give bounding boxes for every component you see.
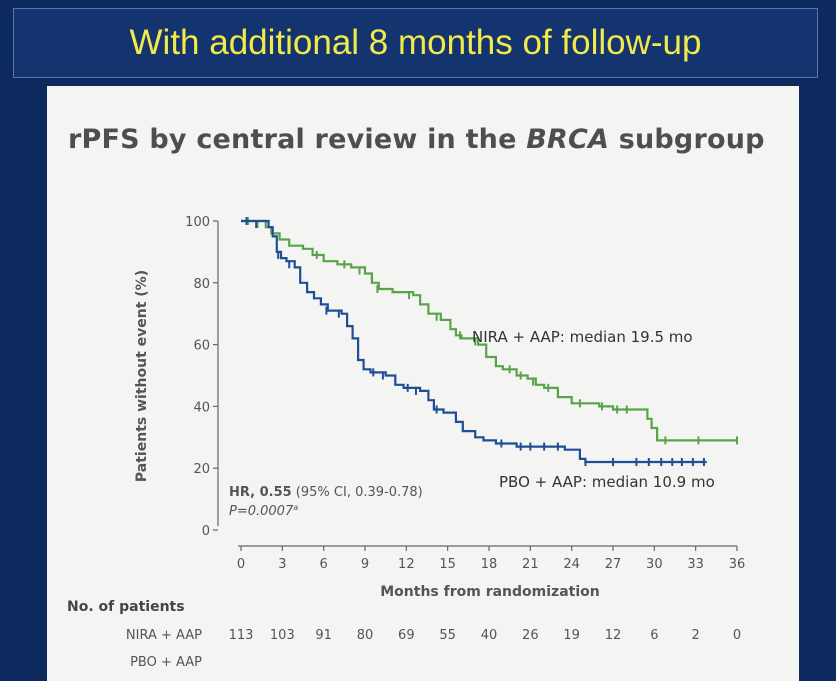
risk-value: 91 (315, 628, 332, 643)
banner-title: With additional 8 months of follow-up (129, 23, 702, 62)
hr-ci: (95% CI, 0.39-0.78) (292, 485, 423, 500)
x-tick-label-12: 12 (398, 557, 415, 572)
x-tick-label-30: 30 (646, 557, 663, 572)
risk-value: 6 (650, 628, 658, 643)
y-tick-label-80: 80 (193, 277, 210, 292)
p-value: P=0.0007 (229, 504, 294, 519)
series-line-pbo (241, 219, 707, 464)
risk-value: 55 (439, 628, 456, 643)
y-tick-label-40: 40 (193, 400, 210, 415)
slide-banner: With additional 8 months of follow-up (13, 8, 818, 78)
hr-annotation: HR, 0.55 (95% CI, 0.39-0.78) (229, 485, 423, 500)
x-tick-label-0: 0 (237, 557, 245, 572)
hr-value: HR, 0.55 (229, 485, 292, 500)
risk-value: 0 (733, 628, 741, 643)
chart-title: rPFS by central review in the BRCA subgr… (68, 124, 765, 155)
y-tick-label-20: 20 (193, 462, 210, 477)
x-tick-label-21: 21 (522, 557, 539, 572)
risk-value: 19 (563, 628, 580, 643)
p-note: a (293, 503, 298, 512)
y-tick-label-100: 100 (185, 215, 210, 230)
p-annotation: P=0.0007a (229, 503, 298, 519)
series-label-nira: NIRA + AAP: median 19.5 mo (472, 328, 693, 346)
x-tick-label-6: 6 (320, 557, 328, 572)
x-tick-label-18: 18 (481, 557, 498, 572)
risk-value: 12 (605, 628, 622, 643)
y-axis-label: Patients without event (%) (134, 270, 150, 482)
risk-row-label: PBO + AAP (130, 655, 202, 670)
x-tick-label-3: 3 (278, 557, 286, 572)
y-tick-label-0: 0 (202, 524, 210, 539)
chart-title-prefix: rPFS by central review in the (68, 124, 527, 155)
risk-table: NIRA + AAP 113 103 91 80 69 55 40 26 19 12 6 2 0 PBO +… (126, 628, 741, 670)
x-tick-label-36: 36 (729, 557, 746, 572)
risk-value: 2 (692, 628, 700, 643)
risk-value: 113 (229, 628, 254, 643)
risk-value: 40 (481, 628, 498, 643)
risk-value: 103 (270, 628, 295, 643)
chart-title-italic: BRCA (526, 124, 610, 155)
risk-value: 80 (357, 628, 374, 643)
series-line-nira (241, 219, 737, 442)
x-tick-label-33: 33 (687, 557, 704, 572)
y-tick-label-60: 60 (193, 339, 210, 354)
x-tick-label-9: 9 (361, 557, 369, 572)
risk-value: 69 (398, 628, 415, 643)
x-tick-label-27: 27 (605, 557, 622, 572)
risk-row-label: NIRA + AAP (126, 628, 202, 643)
chart-panel: rPFS by central review in the BRCA subgr… (47, 86, 799, 681)
x-tick-label-24: 24 (563, 557, 580, 572)
risk-table-title: No. of patients (67, 599, 185, 615)
series-layer (241, 217, 738, 467)
series-label-pbo: PBO + AAP: median 10.9 mo (499, 473, 715, 491)
x-axis-label: Months from randomization (380, 584, 599, 600)
risk-value: 26 (522, 628, 539, 643)
x-tick-label-15: 15 (439, 557, 456, 572)
chart-title-suffix: subgroup (609, 124, 765, 155)
